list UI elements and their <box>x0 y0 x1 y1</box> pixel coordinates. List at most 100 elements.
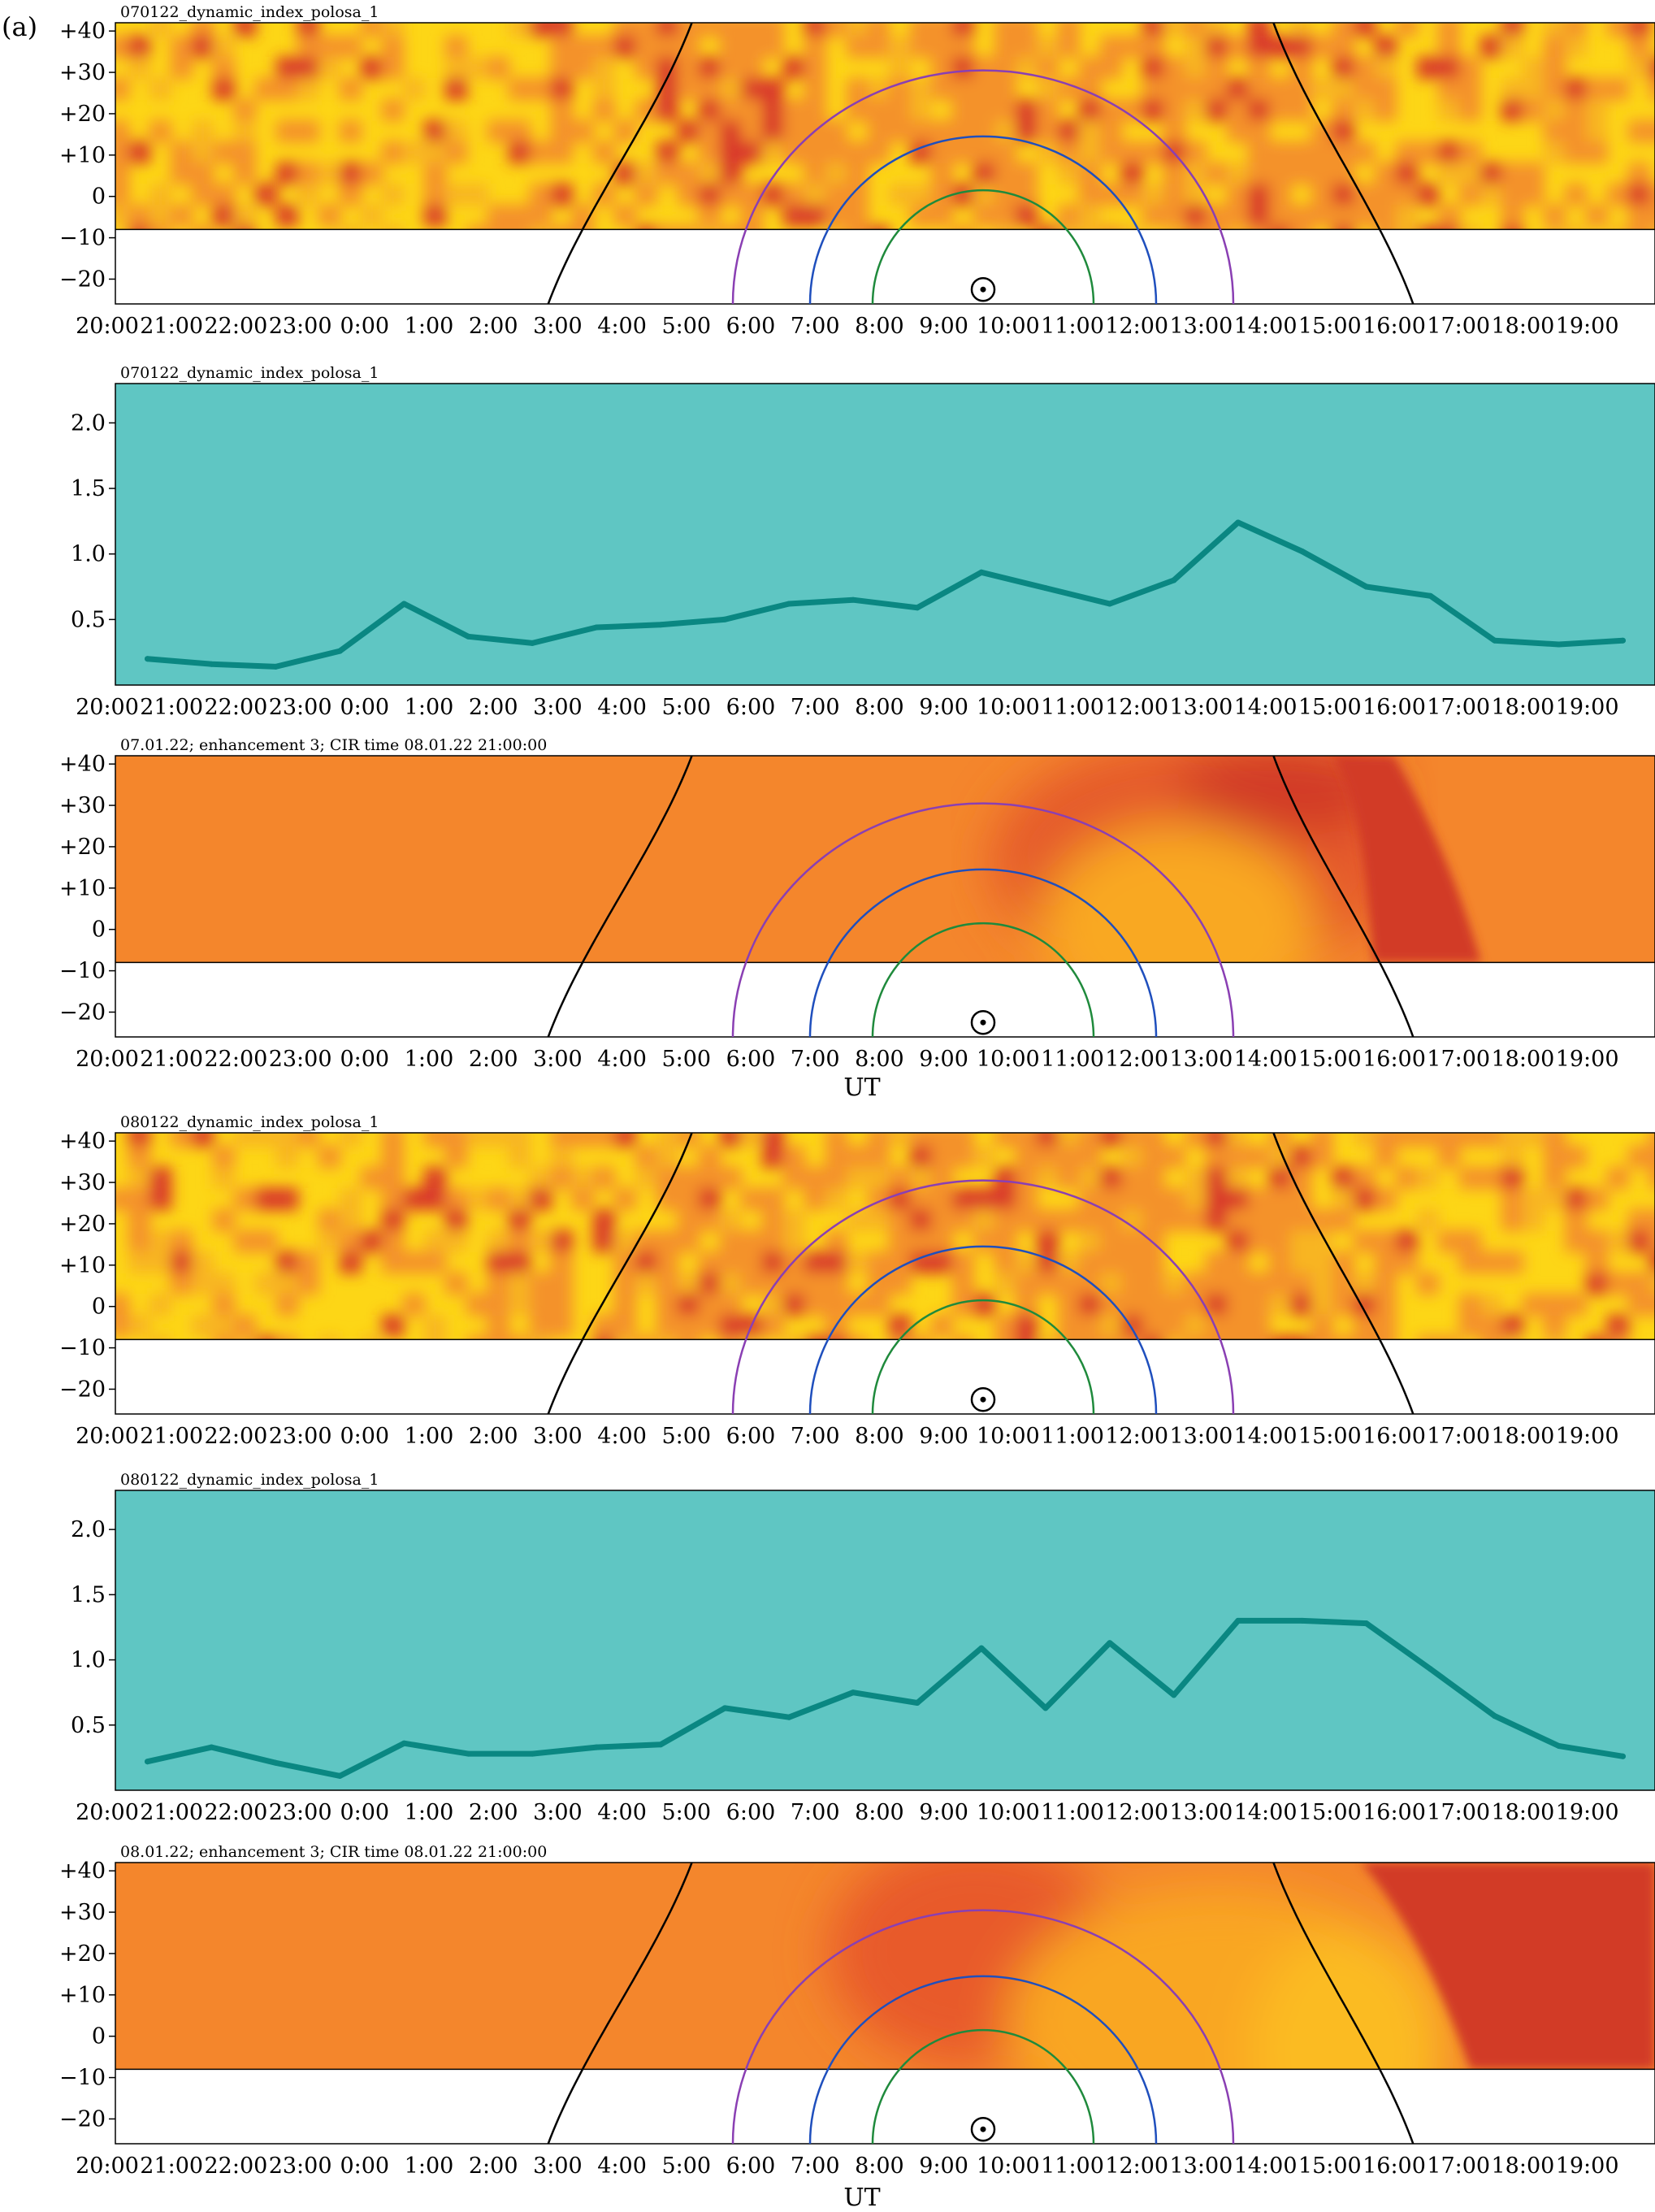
heatmap-cell <box>318 1209 340 1231</box>
heatmap-cell <box>1375 1294 1397 1316</box>
heatmap-cell <box>1586 1251 1608 1273</box>
heatmap-cell <box>1227 226 1249 230</box>
heatmap-cell <box>149 120 171 142</box>
heatmap-cell <box>1269 226 1291 230</box>
heatmap-cell <box>530 23 552 37</box>
heatmap-cell <box>1248 1273 1270 1295</box>
heatmap-cell <box>952 36 974 58</box>
heatmap-cell <box>720 57 742 79</box>
heatmap-cell <box>614 1133 636 1147</box>
y-tick-label: −20 <box>59 1377 106 1402</box>
heatmap-cell <box>128 36 150 58</box>
heatmap-cell <box>530 205 552 227</box>
heatmap-cell <box>424 163 446 184</box>
heatmap-cell <box>678 1188 700 1210</box>
heatmap-cell <box>1269 1209 1291 1231</box>
heatmap-cell <box>656 99 678 121</box>
heatmap-field <box>115 1863 1655 2070</box>
heatmap-cell <box>931 23 953 37</box>
heatmap-cell <box>783 1294 805 1316</box>
heatmap-cell <box>614 36 636 58</box>
data-point <box>593 624 600 631</box>
x-tick-label: 19:00 <box>1556 1800 1619 1825</box>
heatmap-cell <box>1227 1251 1249 1273</box>
data-point <box>145 1759 150 1765</box>
heatmap-cell <box>889 57 911 79</box>
heatmap-cell <box>551 1251 573 1273</box>
heatmap-cell <box>551 1167 573 1189</box>
heatmap-cell <box>1121 1146 1143 1168</box>
heatmap-cell <box>340 1209 362 1231</box>
heatmap-cell <box>1248 1188 1270 1210</box>
heatmap-cell <box>382 1133 404 1147</box>
plot-background <box>115 384 1655 685</box>
heatmap-cell <box>804 205 826 227</box>
heatmap-cell <box>1375 1251 1397 1273</box>
heatmap-cell <box>825 1294 847 1316</box>
heatmap-cell <box>115 205 129 227</box>
heatmap-cell <box>128 1167 150 1189</box>
data-point <box>1428 592 1434 599</box>
heatmap-cell <box>1649 1230 1655 1252</box>
heatmap-cell <box>1544 23 1566 37</box>
heatmap-cell <box>445 120 467 142</box>
heatmap-cell <box>1565 78 1587 100</box>
heatmap-cell <box>910 1230 932 1252</box>
y-tick-label: −20 <box>59 267 106 292</box>
heatmap-cell <box>276 1251 298 1273</box>
heatmap-cell <box>847 184 869 206</box>
heatmap-cell <box>1375 99 1397 121</box>
heatmap-cell <box>1185 23 1207 37</box>
heatmap-cell <box>1628 184 1650 206</box>
heatmap-cell <box>509 1273 531 1295</box>
heatmap-cell <box>1269 1251 1291 1273</box>
heatmap-cell <box>1227 1294 1249 1316</box>
x-tick-label: 10:00 <box>977 2153 1040 2179</box>
heatmap-cell <box>1290 226 1312 230</box>
heatmap-cell <box>1079 184 1101 206</box>
heatmap-cell <box>424 205 446 227</box>
model-front <box>1332 756 1481 963</box>
heatmap-cell <box>551 1133 573 1147</box>
heatmap-cell <box>1227 1133 1249 1147</box>
heatmap-cell <box>741 78 763 100</box>
heatmap-cell <box>1375 36 1397 58</box>
heatmap-cell <box>825 226 847 230</box>
heatmap-cell <box>952 141 974 163</box>
panel-title: 08.01.22; enhancement 3; CIR time 08.01.… <box>120 1843 547 1861</box>
heatmap-cell <box>656 1146 678 1168</box>
heatmap-cell <box>1290 1294 1312 1316</box>
x-tick-label: 18:00 <box>1491 695 1554 720</box>
heatmap-cell <box>973 1230 995 1252</box>
heatmap-cell <box>424 1251 446 1273</box>
heatmap-cell <box>1354 1336 1376 1340</box>
heatmap-cell <box>115 1315 129 1337</box>
heatmap-cell <box>1396 141 1418 163</box>
heatmap-cell <box>1206 163 1228 184</box>
heatmap-cell <box>1248 1209 1270 1231</box>
heatmap-cell <box>530 1273 552 1295</box>
x-tick-label: 17:00 <box>1427 1800 1490 1825</box>
heatmap-cell <box>1121 1273 1143 1295</box>
heatmap-cell <box>1248 23 1270 37</box>
heatmap-cell <box>1121 1251 1143 1273</box>
data-point <box>529 640 535 646</box>
x-tick-label: 2:00 <box>469 314 518 339</box>
x-tick-label: 1:00 <box>405 314 454 339</box>
heatmap-cell <box>340 36 362 58</box>
heatmap-cell <box>1354 99 1376 121</box>
heatmap-cell <box>1332 78 1354 100</box>
x-tick-label: 10:00 <box>977 1424 1040 1449</box>
heatmap-cell <box>1100 1188 1122 1210</box>
heatmap-cell <box>192 184 214 206</box>
heatmap-cell <box>255 1133 277 1147</box>
heatmap-cell <box>340 184 362 206</box>
y-tick-label: 1.0 <box>71 542 106 567</box>
heatmap-cell <box>1332 23 1354 37</box>
heatmap-cell <box>1523 57 1545 79</box>
heatmap-cell <box>1396 205 1418 227</box>
y-tick-label: +10 <box>59 143 106 168</box>
heatmap-cell <box>1016 1209 1038 1231</box>
heatmap-cell <box>868 99 890 121</box>
heatmap-cell <box>1163 1146 1185 1168</box>
